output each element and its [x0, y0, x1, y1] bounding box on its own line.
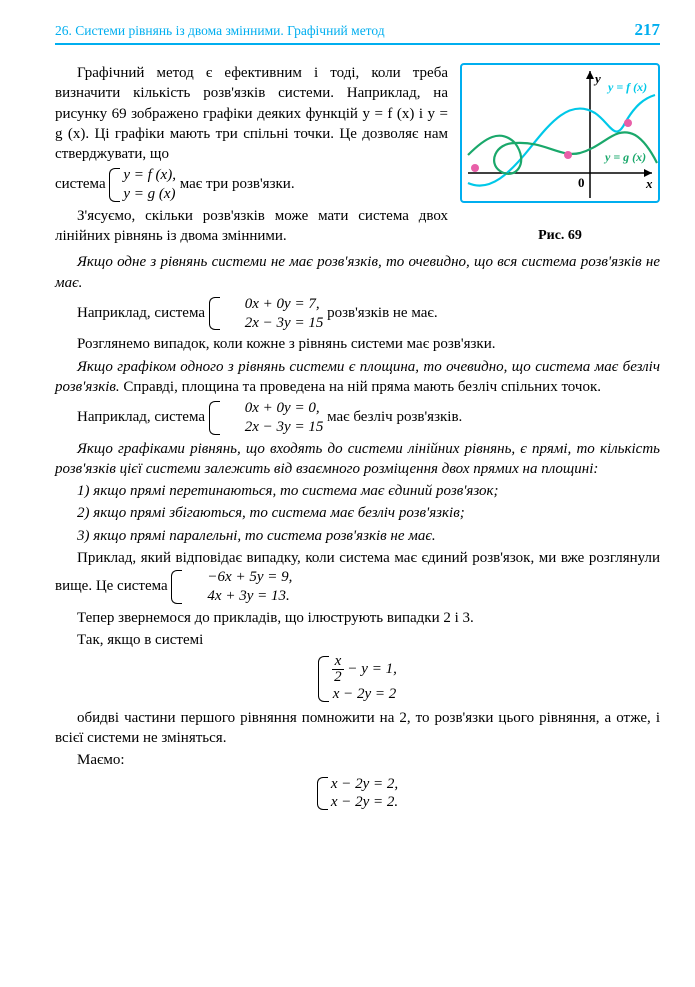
system-6-line-2: x − 2y = 2. [331, 793, 398, 812]
paragraph-10: Тепер звернемося до прикладів, що ілюстр… [55, 608, 660, 628]
svg-text:0: 0 [578, 175, 585, 190]
system-5-line-1: x 2 − y = 1, [332, 654, 397, 685]
system-6-line-1: x − 2y = 2, [331, 775, 398, 794]
system-3-line-2: 2x − 3y = 15 [223, 418, 324, 437]
section-title: Системи рівнянь із двома змінними. Графі… [75, 23, 384, 38]
paragraph-1-sys: система y = f (x), y = g (x) має три роз… [55, 166, 448, 204]
p7-prefix: Наприклад, система [77, 409, 205, 425]
p4-suffix: розв'язків не має. [327, 305, 438, 321]
paragraph-4: Наприклад, система 0x + 0y = 7, 2x − 3y … [55, 295, 660, 333]
p1-suffix: має три розв'язки. [180, 176, 295, 192]
system-4-line-2: 4x + 3y = 13. [185, 587, 292, 606]
system-6: x − 2y = 2, x − 2y = 2. [317, 775, 398, 813]
list-item-1: 1) якщо прямі перетинаються, то система … [55, 481, 660, 501]
section-number: 26. [55, 23, 72, 38]
system-1: y = f (x), y = g (x) [109, 166, 176, 204]
system-2-line-2: 2x − 3y = 15 [223, 314, 324, 333]
paragraph-12: обидві частини першого рівняння помножит… [55, 708, 660, 749]
list-item-2: 2) якщо прямі збігаються, то система має… [55, 503, 660, 523]
system-1-line-2: y = g (x) [123, 185, 176, 204]
p7-suffix: має безліч розв'язків. [327, 409, 462, 425]
paragraph-8: Якщо графіками рівнянь, що входять до си… [55, 439, 660, 480]
frac-num: x [332, 654, 344, 670]
frac-den: 2 [332, 670, 344, 685]
paragraph-5: Розглянемо випадок, коли кожне з рівнянь… [55, 334, 660, 354]
paragraph-2: З'ясуємо, скільки розв'язків може мати с… [55, 206, 448, 247]
svg-text:y = g (x): y = g (x) [603, 150, 646, 164]
system-3-line-1: 0x + 0y = 0, [223, 399, 324, 418]
svg-text:y = f (x): y = f (x) [606, 80, 647, 94]
figure-69-graph: y x 0 y = f (x) y = g (x) [460, 63, 660, 223]
paragraph-11: Так, якщо в системі [55, 630, 660, 650]
system-4-line-1: −6x + 5y = 9, [185, 568, 292, 587]
p6-rest: Справді, площина та проведена на ній пря… [120, 379, 601, 395]
page-header: 26. Системи рівнянь із двома змінними. Г… [55, 20, 660, 45]
paragraph-3: Якщо одне з рівнянь системи не має розв'… [55, 252, 660, 293]
paragraph-1: Графічний метод є ефективним і тоді, кол… [55, 63, 448, 164]
figure-caption: Рис. 69 [460, 227, 660, 246]
p4-prefix: Наприклад, система [77, 305, 205, 321]
system-5-line-1-rest: − y = 1, [344, 661, 397, 677]
system-2: 0x + 0y = 7, 2x − 3y = 15 [209, 295, 324, 333]
paragraph-7: Наприклад, система 0x + 0y = 0, 2x − 3y … [55, 399, 660, 437]
header-title: 26. Системи рівнянь із двома змінними. Г… [55, 23, 385, 39]
p9-text: Приклад, який відповідає випадку, коли с… [55, 550, 660, 594]
system-2-line-1: 0x + 0y = 7, [223, 295, 324, 314]
system-5: x 2 − y = 1, x − 2y = 2 [318, 654, 397, 704]
paragraph-9: Приклад, який відповідає випадку, коли с… [55, 548, 660, 606]
system-5-line-2: x − 2y = 2 [332, 685, 397, 704]
system-4: −6x + 5y = 9, 4x + 3y = 13. [171, 568, 292, 606]
system-3: 0x + 0y = 0, 2x − 3y = 15 [209, 399, 324, 437]
paragraph-6: Якщо графіком одного з рівнянь системи є… [55, 357, 660, 398]
system-5-block: x 2 − y = 1, x − 2y = 2 [55, 654, 660, 704]
svg-text:y: y [593, 71, 601, 86]
system-6-block: x − 2y = 2, x − 2y = 2. [55, 775, 660, 813]
system-1-line-1: y = f (x), [123, 166, 176, 185]
list-item-3: 3) якщо прямі паралельні, то система роз… [55, 526, 660, 546]
paragraph-13: Маємо: [55, 750, 660, 770]
page-number: 217 [635, 20, 661, 40]
p1-prefix: система [55, 176, 106, 192]
fraction-x-over-2: x 2 [332, 654, 344, 685]
svg-text:x: x [645, 176, 653, 191]
